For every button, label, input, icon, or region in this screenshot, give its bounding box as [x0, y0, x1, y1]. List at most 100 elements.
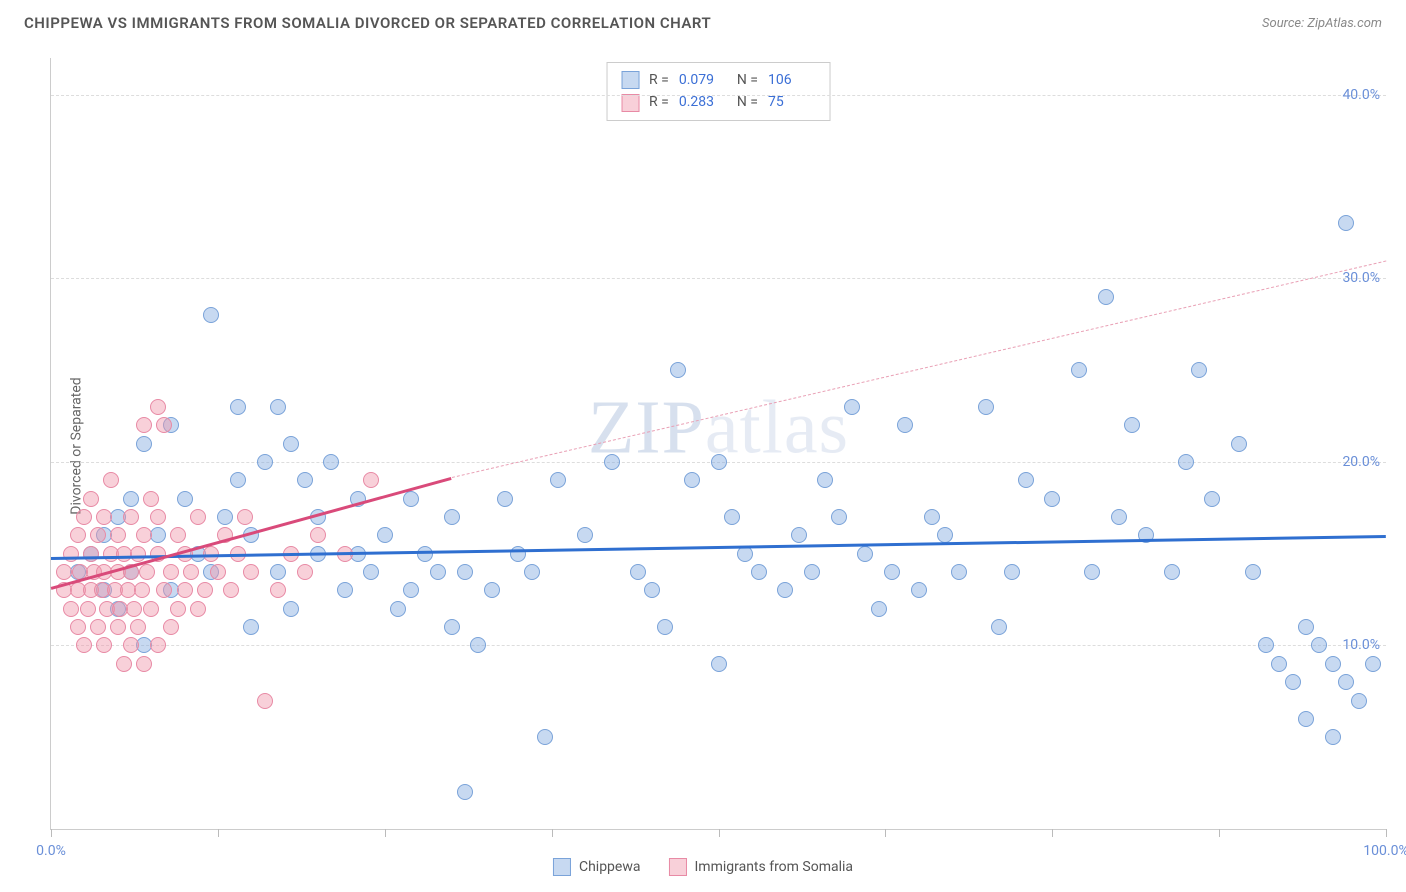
- x-tick: [885, 829, 886, 837]
- scatter-point: [1044, 491, 1060, 507]
- scatter-point: [96, 637, 112, 653]
- scatter-point: [1298, 619, 1314, 635]
- scatter-point: [644, 582, 660, 598]
- scatter-point: [1311, 637, 1327, 653]
- y-tick-label: 10.0%: [1342, 637, 1380, 653]
- scatter-point: [136, 527, 152, 543]
- scatter-point: [90, 619, 106, 635]
- scatter-point: [537, 729, 553, 745]
- scatter-point: [1338, 215, 1354, 231]
- scatter-point: [1365, 656, 1381, 672]
- scatter-point: [297, 472, 313, 488]
- scatter-point: [139, 564, 155, 580]
- scatter-point: [857, 546, 873, 562]
- stats-swatch-chippewa: [621, 71, 639, 89]
- scatter-point: [897, 417, 913, 433]
- scatter-point: [210, 564, 226, 580]
- scatter-point: [457, 784, 473, 800]
- legend-label: Chippewa: [579, 859, 641, 875]
- scatter-point: [1325, 656, 1341, 672]
- scatter-point: [177, 491, 193, 507]
- scatter-point: [163, 619, 179, 635]
- watermark-atlas: atlas: [705, 386, 849, 470]
- x-tick-label: 0.0%: [36, 843, 66, 859]
- scatter-point: [183, 564, 199, 580]
- scatter-point: [1191, 362, 1207, 378]
- scatter-point: [510, 546, 526, 562]
- scatter-point: [70, 619, 86, 635]
- scatter-point: [143, 491, 159, 507]
- scatter-point: [217, 509, 233, 525]
- scatter-point: [110, 619, 126, 635]
- scatter-point: [270, 582, 286, 598]
- source-attribution: Source: ZipAtlas.com: [1262, 16, 1382, 31]
- scatter-point: [1098, 289, 1114, 305]
- scatter-point: [657, 619, 673, 635]
- r-label: R =: [649, 69, 669, 91]
- n-label: N =: [737, 69, 758, 91]
- scatter-point: [323, 454, 339, 470]
- scatter-point: [257, 454, 273, 470]
- scatter-point: [1351, 693, 1367, 709]
- scatter-point: [136, 656, 152, 672]
- scatter-point: [1271, 656, 1287, 672]
- scatter-point: [444, 619, 460, 635]
- scatter-point: [123, 637, 139, 653]
- scatter-point: [751, 564, 767, 580]
- x-tick: [1052, 829, 1053, 837]
- scatter-point: [156, 417, 172, 433]
- scatter-point: [56, 564, 72, 580]
- scatter-point: [1071, 362, 1087, 378]
- scatter-point: [1164, 564, 1180, 580]
- stats-swatch-somalia: [621, 94, 639, 112]
- x-tick: [51, 829, 52, 837]
- scatter-point: [150, 509, 166, 525]
- scatter-point: [230, 472, 246, 488]
- scatter-point: [136, 436, 152, 452]
- scatter-point: [337, 582, 353, 598]
- scatter-point: [143, 601, 159, 617]
- scatter-point: [363, 472, 379, 488]
- scatter-point: [1338, 674, 1354, 690]
- scatter-point: [777, 582, 793, 598]
- y-tick-label: 40.0%: [1342, 87, 1380, 103]
- scatter-point: [1285, 674, 1301, 690]
- scatter-point: [444, 509, 460, 525]
- scatter-point: [103, 472, 119, 488]
- scatter-point: [270, 564, 286, 580]
- scatter-point: [223, 582, 239, 598]
- scatter-point: [1298, 711, 1314, 727]
- scatter-point: [130, 546, 146, 562]
- scatter-point: [377, 527, 393, 543]
- scatter-point: [1124, 417, 1140, 433]
- scatter-point: [230, 399, 246, 415]
- scatter-point: [150, 399, 166, 415]
- scatter-point: [134, 582, 150, 598]
- scatter-point: [237, 509, 253, 525]
- scatter-point: [844, 399, 860, 415]
- legend-item-chippewa: Chippewa: [553, 858, 641, 876]
- scatter-point: [1204, 491, 1220, 507]
- scatter-point: [577, 527, 593, 543]
- scatter-point: [110, 527, 126, 543]
- scatter-point: [297, 564, 313, 580]
- scatter-point: [497, 491, 513, 507]
- scatter-point: [470, 637, 486, 653]
- legend-item-somalia: Immigrants from Somalia: [668, 858, 853, 876]
- scatter-point: [417, 546, 433, 562]
- gridline: [51, 278, 1386, 279]
- scatter-point: [911, 582, 927, 598]
- scatter-point: [1245, 564, 1261, 580]
- scatter-point: [524, 564, 540, 580]
- scatter-point: [711, 656, 727, 672]
- x-tick: [385, 829, 386, 837]
- scatter-point: [80, 601, 96, 617]
- x-tick: [1386, 829, 1387, 837]
- scatter-point: [724, 509, 740, 525]
- scatter-point: [630, 564, 646, 580]
- scatter-point: [951, 564, 967, 580]
- scatter-point: [1111, 509, 1127, 525]
- scatter-point: [170, 527, 186, 543]
- scatter-point: [403, 582, 419, 598]
- scatter-point: [243, 619, 259, 635]
